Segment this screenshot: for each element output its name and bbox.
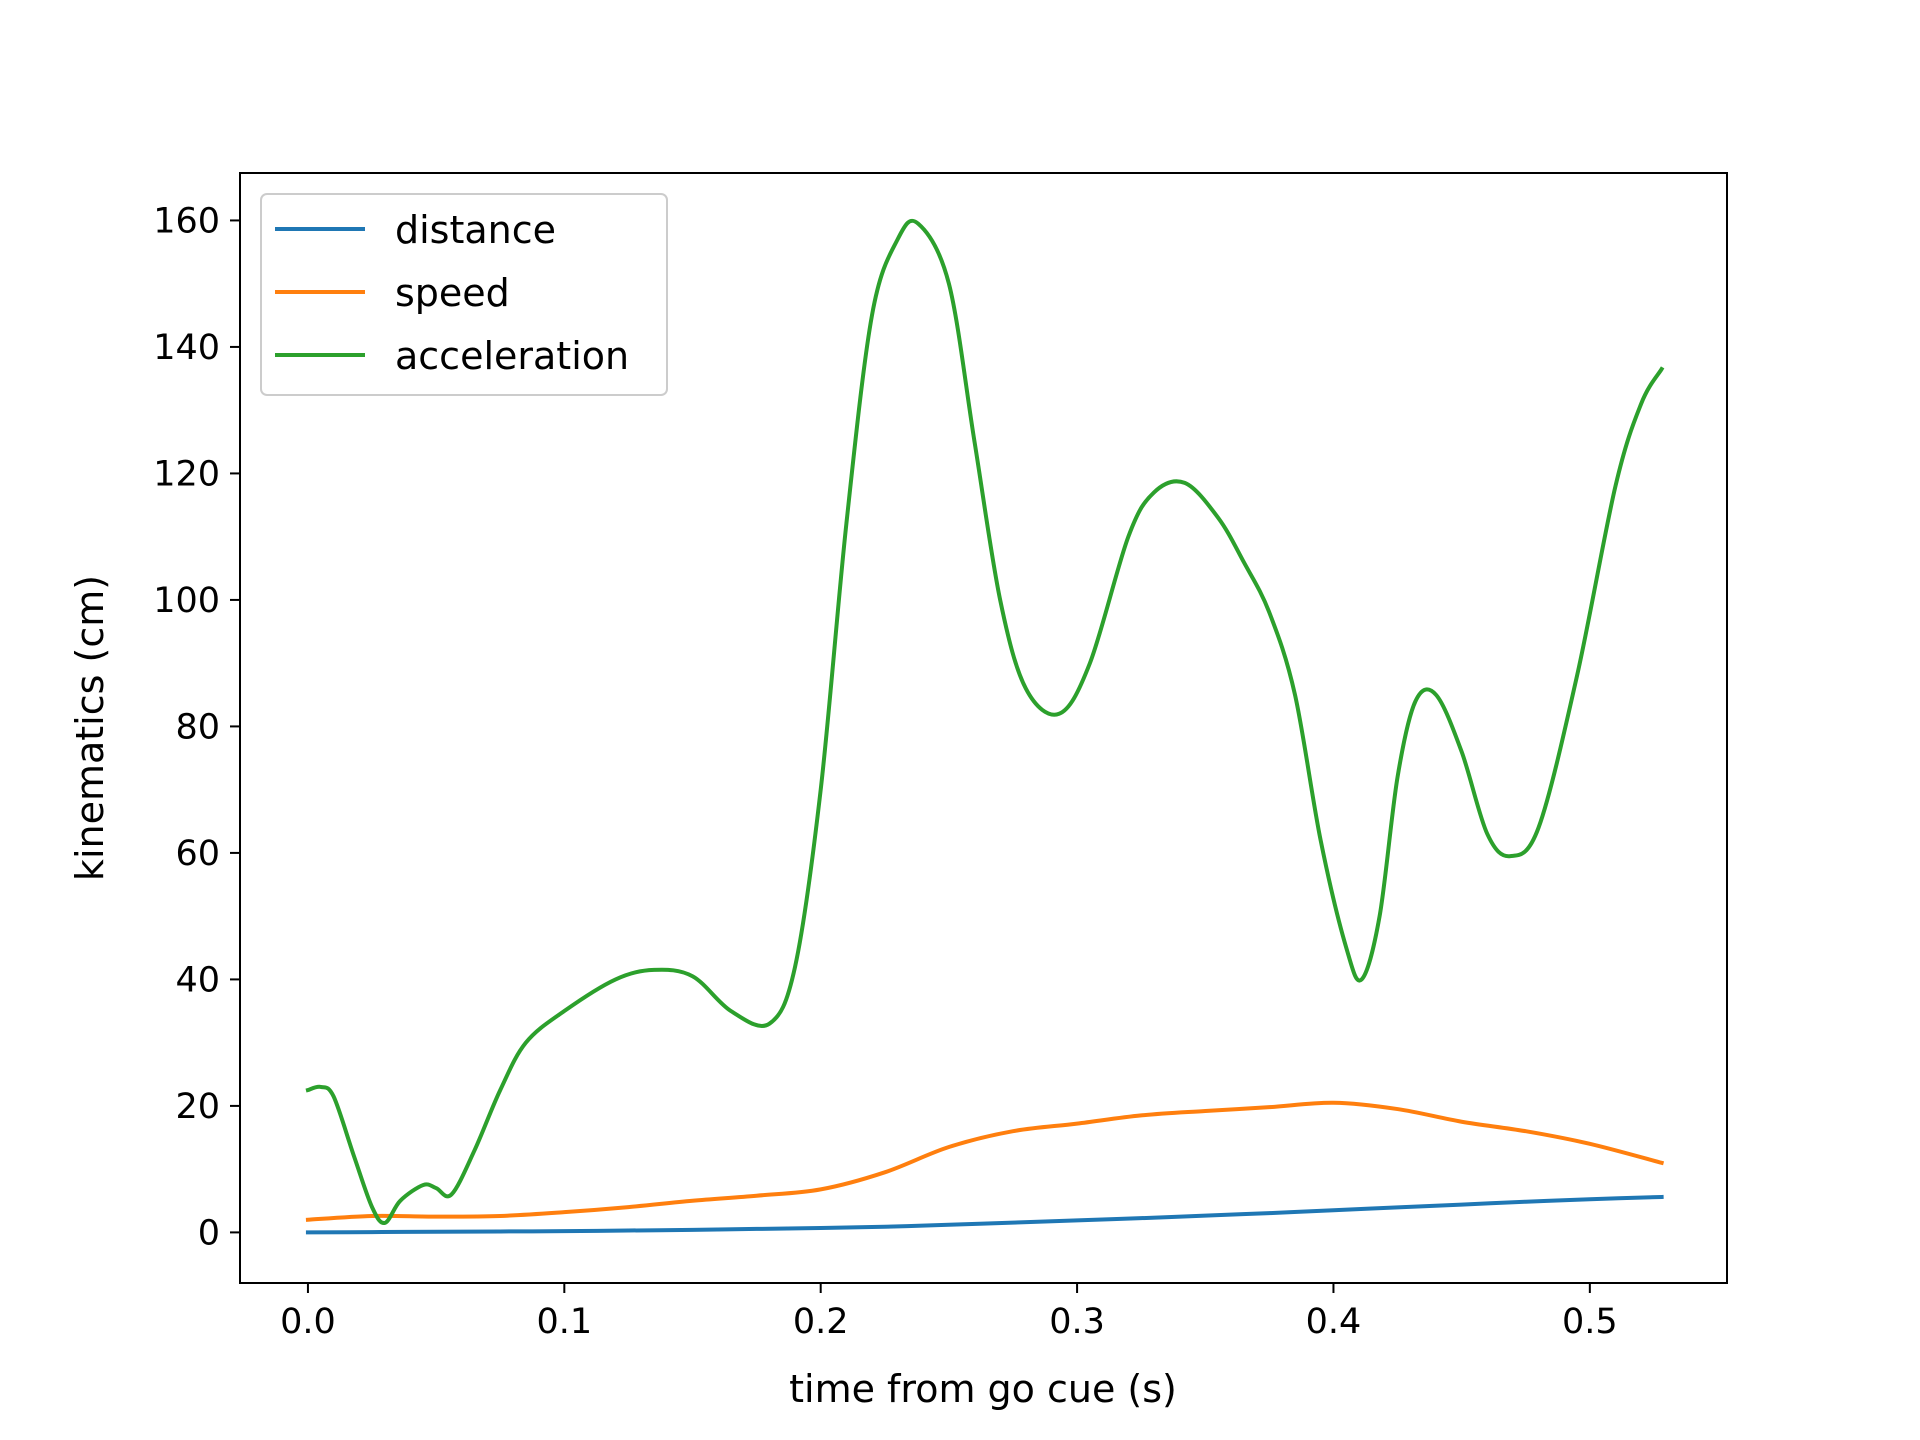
x-axis-title: time from go cue (s) — [789, 1367, 1177, 1411]
legend: distance speed acceleration — [260, 193, 668, 396]
series-layer — [305, 218, 1665, 1235]
x-tick-label: 0.3 — [1049, 1302, 1105, 1342]
y-tick-label: 20 — [175, 1087, 220, 1127]
y-axis-ticks: 0 20 40 60 80 100 120 140 160 — [153, 201, 240, 1253]
y-tick-label: 60 — [175, 834, 220, 874]
x-axis-ticks: 0.0 0.1 0.2 0.3 0.4 0.5 — [280, 1283, 1618, 1342]
y-tick-label: 100 — [153, 581, 220, 621]
legend-box — [260, 193, 668, 396]
series-line-acceleration — [305, 218, 1665, 1225]
x-tick-label: 0.4 — [1306, 1302, 1362, 1342]
x-tick-label: 0.5 — [1562, 1302, 1618, 1342]
series-line-speed — [305, 1100, 1665, 1222]
x-tick-label: 0.1 — [536, 1302, 592, 1342]
x-tick-label: 0.0 — [280, 1302, 336, 1342]
y-tick-label: 120 — [153, 454, 220, 494]
series-line-distance — [305, 1194, 1664, 1235]
legend-label-acceleration: acceleration — [395, 334, 629, 378]
y-tick-label: 80 — [175, 707, 220, 747]
x-tick-label: 0.2 — [793, 1302, 849, 1342]
y-tick-label: 0 — [198, 1213, 220, 1253]
legend-label-speed: speed — [395, 271, 510, 315]
plot-frame — [239, 172, 1728, 1284]
legend-label-distance: distance — [395, 208, 556, 252]
y-tick-label: 160 — [153, 201, 220, 241]
y-tick-label: 140 — [153, 328, 220, 368]
y-axis-title: kinematics (cm) — [68, 575, 112, 881]
y-tick-label: 40 — [175, 960, 220, 1000]
